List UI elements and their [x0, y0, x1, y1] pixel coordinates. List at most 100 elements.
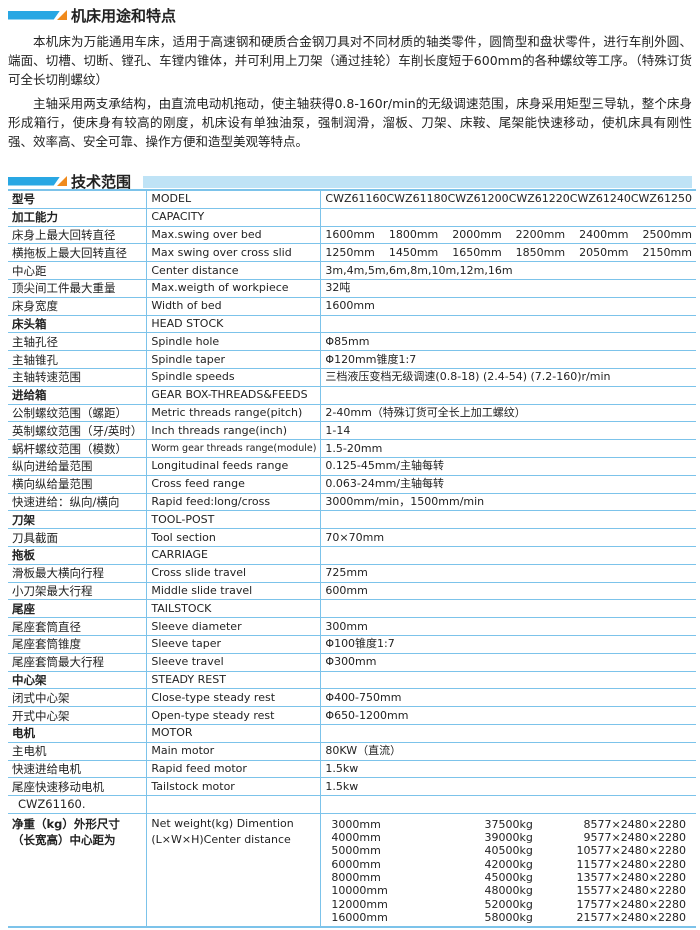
label-en: Open-type steady rest [146, 706, 322, 725]
value: 1.5kw [325, 761, 359, 775]
value: 2400mm [579, 227, 629, 241]
label-en: Sleeve travel [146, 652, 322, 672]
table-row: 公制螺纹范围（螺距） Metric threads range(pitch) 2-4… [8, 403, 696, 423]
value: 1.5kw [325, 779, 359, 793]
table-row: 床身宽度 Width of bed 1600mm [8, 296, 696, 316]
weight-value: 13577×2480×2280 [576, 871, 686, 885]
value-cell: Φ120mm锥度1:7 [320, 350, 696, 369]
label-cn: 刀架 [8, 510, 148, 530]
label-en: Close-type steady rest [146, 688, 322, 708]
label-en: Cross slide travel [146, 563, 322, 583]
label-cn: 横拖板上最大回转直径 [8, 243, 148, 263]
table-row: 快速进给电机 Rapid feed motor 1.5kw [8, 759, 696, 779]
table-row: 型号 MODEL CWZ61160 CWZ61180 CWZ61200 CWZ61220 C… [8, 189, 696, 209]
label-cn: 加工能力 [8, 207, 148, 227]
header-bar-icon [8, 176, 60, 186]
label-en: TOOL-POST [146, 510, 322, 530]
label-cn: 开式中心架 [8, 706, 148, 725]
label-en: Center distance [146, 261, 322, 280]
label-en: Width of bed [146, 296, 322, 316]
value-cell: 725mm [320, 563, 696, 583]
model-label: CWZ61160. [8, 795, 148, 814]
label-cn: 主轴转速范围 [8, 367, 148, 387]
table-row: 中心距 Center distance 3m,4m,5m,6m,8m,10m,12m… [8, 261, 696, 280]
label-cn: 电机 [8, 723, 148, 743]
table-row: 主电机 Main motor 80KW（直流） [8, 741, 696, 761]
value-cell: Φ300mm [320, 652, 696, 672]
value-cell [320, 314, 696, 334]
section-header-specs: 技术范围 [8, 173, 131, 191]
label-cn: 公制螺纹范围（螺距） [8, 403, 148, 423]
value-cell: 2-40mm（特殊订货可全长上加工螺纹） [320, 403, 696, 423]
table-row: 滑板最大横向行程 Cross slide travel 725mm [8, 563, 696, 583]
label-cn: 床身宽度 [8, 296, 148, 316]
label-en: Cross feed range [146, 474, 322, 494]
value: 1800mm [388, 227, 439, 241]
label-en: MOTOR [146, 723, 322, 743]
value: 1.5-20mm [325, 441, 383, 455]
table-row: 开式中心架 Open-type steady rest Φ650-1200mm [8, 706, 696, 725]
spec-table: 型号 MODEL CWZ61160 CWZ61180 CWZ61200 CWZ61220 C… [8, 189, 696, 929]
value: Φ120mm锥度1:7 [325, 352, 417, 366]
label-cn: 纵向进给量范围 [8, 456, 148, 476]
value: 三档液压变档无级调速(0.8-18) (2.4-54) (7.2-160)r/m… [325, 370, 611, 384]
weight-value: 37500kg [484, 817, 533, 831]
label-cn: 小刀架最大行程 [8, 581, 148, 601]
label-cn: 主轴孔径 [8, 332, 148, 352]
label-en: Rapid feed motor [146, 759, 322, 779]
value: 3m,4m,5m,6m,8m,10m,12m,16m [325, 263, 513, 277]
value: 1-14 [325, 423, 351, 437]
label-cn: 尾座套筒直径 [8, 617, 148, 636]
value-cell: 70×70mm [320, 528, 696, 547]
value-cell: 1600mm 1800mm 2000mm 2200mm 2400mm 2500mm [320, 225, 696, 245]
value-cell: 80KW（直流） [320, 741, 696, 761]
value: Φ400-750mm [325, 690, 402, 704]
table-row: 中心架 STEADY REST [8, 670, 696, 690]
value: 1600mm [325, 227, 375, 241]
table-row: 加工能力 CAPACITY [8, 207, 696, 227]
table-row: 蜗杆螺纹范围（模数） Worm gear threads range(module… [8, 439, 696, 458]
value-cell: CWZ61160 CWZ61180 CWZ61200 CWZ61220 CWZ61240… [320, 189, 696, 209]
value-cell: 600mm [320, 581, 696, 601]
value: 300mm [325, 619, 368, 633]
label-en: Worm gear threads range(module) [146, 439, 322, 458]
label-en: Inch threads range(inch) [146, 421, 322, 441]
label-en: MODEL [146, 189, 322, 209]
value: 1850mm [515, 245, 566, 259]
weight-value: 39000kg [484, 831, 533, 845]
weight-value: 15577×2480×2280 [576, 884, 686, 898]
table-row: 横拖板上最大回转直径 Max swing over cross slid 1250m… [8, 243, 696, 263]
value-cell: 1.5kw [320, 777, 696, 797]
value: 2200mm [515, 227, 566, 241]
weight-value: 11577×2480×2280 [576, 857, 686, 871]
value-cell: 32吨 [320, 278, 696, 298]
table-row: CWZ61160. [8, 795, 696, 814]
table-row: 顶尖间工件最大重量 Max.weigth of workpiece 32吨 [8, 278, 696, 298]
label-en: TAILSTOCK [146, 599, 322, 619]
value: 600mm [325, 583, 368, 597]
section-header-usage: 机床用途和特点 [8, 7, 176, 25]
value-cell [320, 207, 696, 227]
label-cn: 英制螺纹范围（牙/英时） [8, 421, 148, 441]
weight-label-en: Net weight(kg) Dimention (L×W×H)Center d… [146, 812, 322, 928]
table-row: 电机 MOTOR [8, 723, 696, 743]
table-row: 主轴锥孔 Spindle taper Φ120mm锥度1:7 [8, 350, 696, 369]
label-cn: 快速进给电机 [8, 759, 148, 779]
label-cn: 尾座套筒最大行程 [8, 652, 148, 672]
label-en: GEAR BOX-THREADS&FEEDS [146, 385, 322, 405]
label-en: CAPACITY [146, 207, 322, 227]
label-cn: 横向纵给量范围 [8, 474, 148, 494]
table-row: 主轴转速范围 Spindle speeds 三档液压变档无级调速(0.8-18) (… [8, 367, 696, 387]
label-cn: 尾座 [8, 599, 148, 619]
table-row: 纵向进给量范围 Longitudinal feeds range 0.125-45m… [8, 456, 696, 476]
label-en: Longitudinal feeds range [146, 456, 322, 476]
weight-value: 16000mm [331, 910, 388, 924]
table-row: 尾座 TAILSTOCK [8, 599, 696, 619]
value-cell: 1.5kw [320, 759, 696, 779]
label-en: Rapid feed:long/cross [146, 492, 322, 512]
value: 3000mm/min，1500mm/min [325, 494, 485, 508]
value: 0.125-45mm/主轴每转 [325, 459, 444, 473]
label-cn: 床身上最大回转直径 [8, 225, 148, 245]
weight-value: 5000mm [331, 844, 381, 858]
model-name: CWZ61220 [508, 192, 570, 206]
